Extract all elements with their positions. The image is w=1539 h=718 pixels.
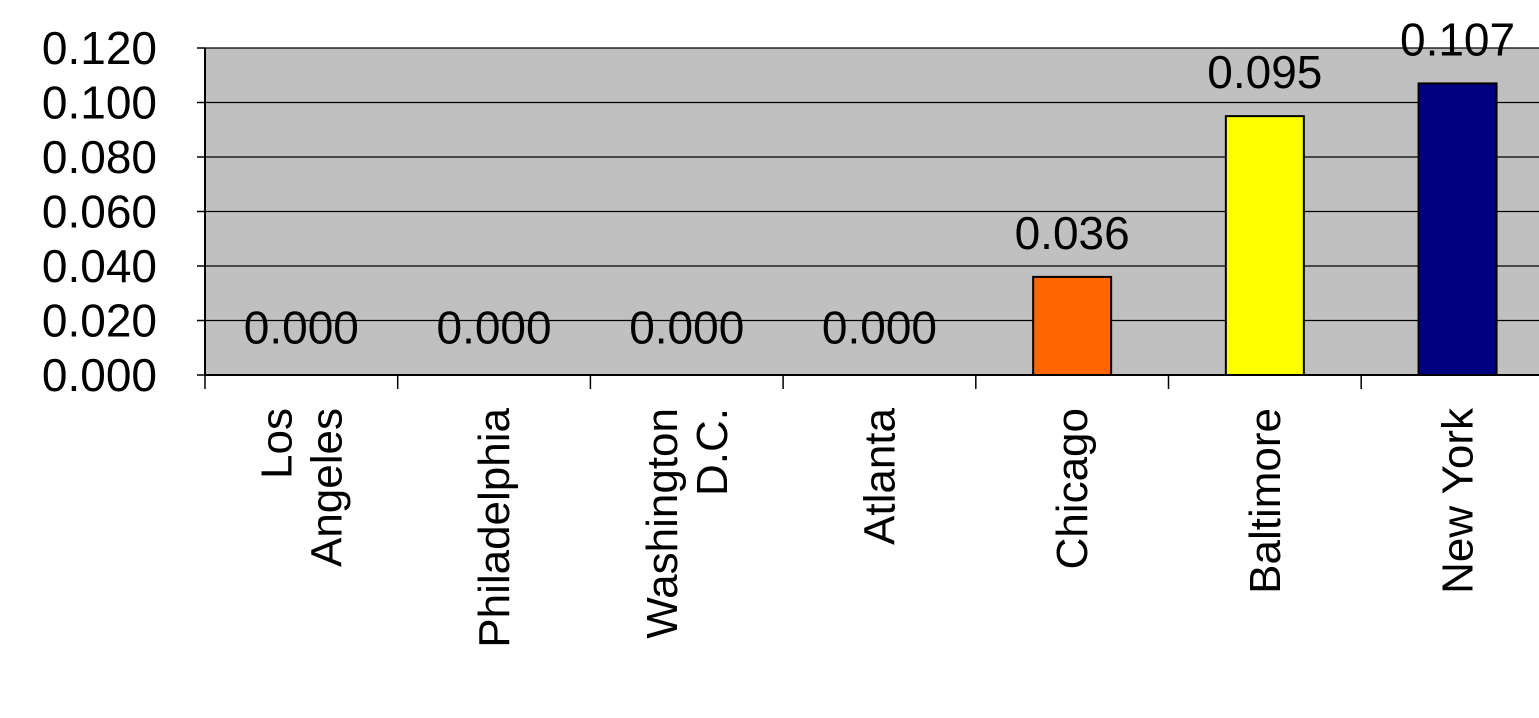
- category-label-line: D.C.: [688, 408, 737, 496]
- category-label-line: Chicago: [1048, 408, 1097, 569]
- bar: [1032, 275, 1113, 376]
- data-label: 0.095: [1207, 46, 1322, 98]
- data-label: 0.000: [244, 302, 359, 354]
- category-label: New York: [1434, 407, 1483, 594]
- y-tick-label: 0.100: [42, 77, 157, 129]
- data-label: 0.000: [436, 302, 551, 354]
- category-label-line: New York: [1434, 407, 1483, 594]
- category-label-line: Washington: [638, 408, 687, 639]
- category-label: Philadelphia: [470, 407, 519, 647]
- data-label: 0.000: [822, 302, 937, 354]
- y-tick-label: 0.040: [42, 240, 157, 292]
- category-label: Baltimore: [1241, 408, 1290, 594]
- data-label: 0.000: [629, 302, 744, 354]
- data-labels: 0.000 0.000 0.000 0.000 0.036 0.095 0.107: [244, 13, 1515, 353]
- bar: [1224, 115, 1305, 376]
- data-label: 0.107: [1400, 13, 1515, 65]
- bar: [1417, 82, 1498, 377]
- axes: [204, 48, 1539, 376]
- category-label: Los Angeles: [252, 408, 351, 567]
- y-tick-label: 0.060: [42, 186, 157, 238]
- data-label: 0.036: [1015, 207, 1130, 259]
- category-label: Chicago: [1048, 408, 1097, 569]
- category-label-line: Atlanta: [855, 407, 904, 545]
- category-label-line: Philadelphia: [470, 407, 519, 647]
- category-label: Atlanta: [855, 407, 904, 545]
- category-label-line: Los: [252, 408, 301, 479]
- bars: [1032, 82, 1498, 377]
- category-labels: Los Angeles Philadelphia Washington D.C. Atla…: [252, 407, 1482, 648]
- category-label-line: Baltimore: [1241, 408, 1290, 594]
- y-tick-label: 0.080: [42, 131, 157, 183]
- category-label: Washington D.C.: [638, 408, 737, 639]
- y-tick-label: 0.120: [42, 22, 157, 74]
- category-label-line: Angeles: [302, 408, 351, 567]
- gridlines: [197, 47, 1539, 389]
- y-tick-label: 0.020: [42, 295, 157, 347]
- y-tick-label: 0.000: [42, 349, 157, 401]
